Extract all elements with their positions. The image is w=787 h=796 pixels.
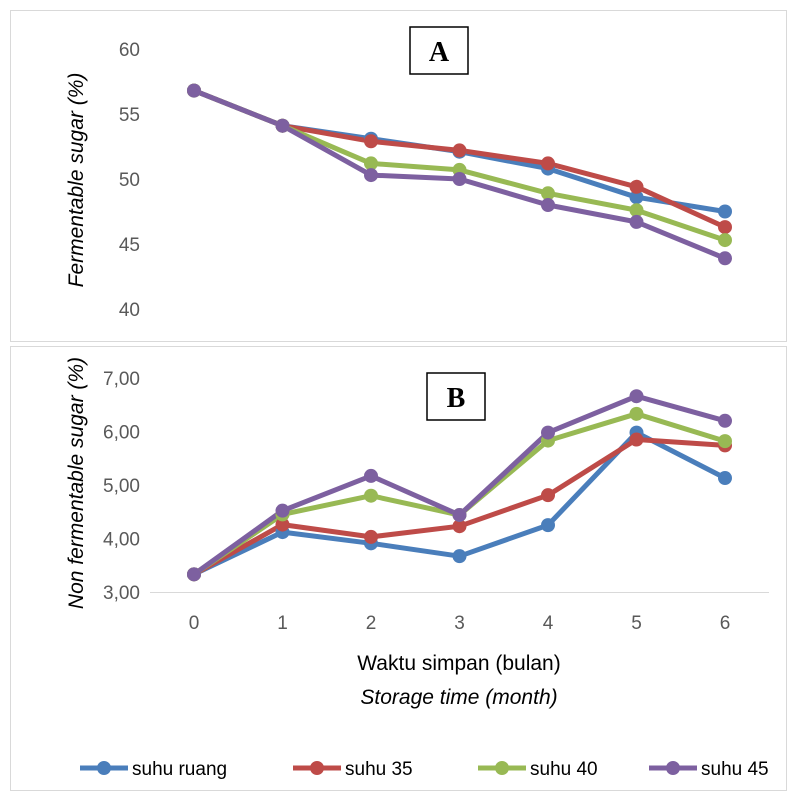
legend-entry: suhu 40 [478,759,598,780]
panel-b-y-tick-label: 3,00 [103,583,140,604]
panel-b-data-point-suhu-45 [364,468,378,483]
panel-a-data-point-suhu-45 [275,118,290,133]
panel-b-x-tick-label: 6 [720,613,731,634]
panel-a-label: A [429,37,450,68]
panel-b-data-point-suhu-ruang [718,471,732,486]
legend-label: suhu 35 [345,759,413,780]
panel-b-data-point-suhu-35 [452,519,467,534]
panel-b-frame [10,346,787,791]
panel-b-data-point-suhu-45 [452,507,467,522]
panel-a-data-point-suhu-40 [629,203,644,218]
legend-entry: suhu ruang [80,759,227,780]
panel-a-plot [187,83,732,266]
panel-b-data-point-suhu-45 [275,503,290,518]
panel-b-y-ticks: 3,00 4,00 5,00 6,00 7,00 [103,369,140,604]
panel-b-x-ticks: 0 1 2 3 4 5 6 [189,613,731,634]
panel-a-data-point-suhu-40 [718,233,732,248]
panel-b-x-tick-label: 0 [189,613,200,634]
panel-b-label-box: B [426,372,486,421]
panel-b-y-tick-label: 7,00 [103,369,140,390]
panel-b-data-point-suhu-35 [275,517,290,532]
panel-b: 3,00 4,00 5,00 6,00 7,00 0 1 2 3 4 5 6 Non ferment… [65,357,769,709]
panel-a-data-point-suhu-35 [718,220,732,235]
panel-a-data-point-suhu-45 [364,168,378,183]
panel-b-x-tick-label: 2 [366,613,377,634]
panel-b-data-point-suhu-ruang [541,518,555,533]
panel-a-data-point-suhu-45 [718,251,732,266]
panel-b-data-point-suhu-40 [718,434,732,449]
panel-a-series-line-suhu-35 [191,88,728,230]
panel-b-data-point-suhu-35 [629,432,644,447]
panel-b-x-tick-label: 4 [543,613,554,634]
panel-a-y-axis-title: Fermentable sugar (%) [65,73,88,288]
panel-a-data-point-suhu-45 [452,172,467,186]
panel-b-data-point-suhu-45 [629,389,644,404]
panel-b-y-tick-label: 4,00 [103,530,140,551]
legend-label: suhu 45 [701,759,769,780]
panel-b-label: B [447,383,466,414]
panel-a-data-point-suhu-35 [541,156,555,171]
legend-entry: suhu 35 [293,759,413,780]
panel-a-y-tick-label: 55 [119,105,140,126]
panel-b-y-axis-title: Non fermentable sugar (%) [65,357,88,609]
panel-a-data-point-suhu-35 [364,134,378,149]
panel-b-data-point-suhu-35 [364,529,378,544]
panel-a-data-point-suhu-ruang [629,190,644,205]
panel-b-data-point-suhu-40 [364,488,378,503]
legend-marker-suhu-40 [495,761,509,775]
legend-label: suhu 40 [530,759,598,780]
panel-a-y-tick-label: 50 [119,170,140,191]
panel-a: 40 45 50 55 60 Fermentable sugar (%) A [65,26,732,321]
panel-b-x-tick-label: 3 [454,613,465,634]
panel-b-data-point-suhu-35 [541,488,555,503]
panel-a-data-point-suhu-45 [187,83,201,98]
legend-marker-suhu-35 [310,761,324,775]
panel-b-data-point-suhu-40 [629,406,644,421]
panel-a-y-tick-label: 45 [119,235,140,256]
panel-a-label-box: A [409,26,469,75]
panel-b-series-line-suhu-45 [191,393,728,577]
panel-a-data-point-suhu-40 [364,156,378,171]
panel-b-plot [187,389,732,582]
panel-b-x-axis-subtitle: Storage time (month) [360,686,557,709]
legend-marker-suhu-45 [666,761,680,775]
panel-b-data-point-suhu-45 [718,413,732,428]
panel-a-data-point-suhu-35 [452,143,467,158]
panel-b-y-tick-label: 6,00 [103,423,140,444]
panel-a-y-ticks: 40 45 50 55 60 [119,40,140,321]
panel-b-data-point-suhu-45 [541,425,555,440]
panel-b-data-point-suhu-ruang [452,549,467,564]
legend: suhu ruang suhu 35 suhu 40 suhu 45 [80,759,769,780]
panel-a-data-point-suhu-35 [629,179,644,194]
panel-a-y-tick-label: 40 [119,300,140,321]
legend-label: suhu ruang [132,759,227,780]
panel-a-data-point-suhu-40 [541,186,555,201]
panel-a-data-point-suhu-45 [541,198,555,212]
panel-a-data-point-suhu-ruang [718,204,732,219]
panel-b-x-axis-title: Waktu simpan (bulan) [357,652,560,675]
panel-b-x-tick-label: 5 [631,613,642,634]
legend-entry: suhu 45 [649,759,769,780]
legend-marker-suhu-ruang [97,761,111,775]
panel-b-x-tick-label: 1 [277,613,288,634]
panel-b-y-tick-label: 5,00 [103,476,140,497]
panel-a-data-point-suhu-45 [629,214,644,229]
panel-a-y-tick-label: 60 [119,40,140,61]
panel-b-data-point-suhu-45 [187,567,201,582]
